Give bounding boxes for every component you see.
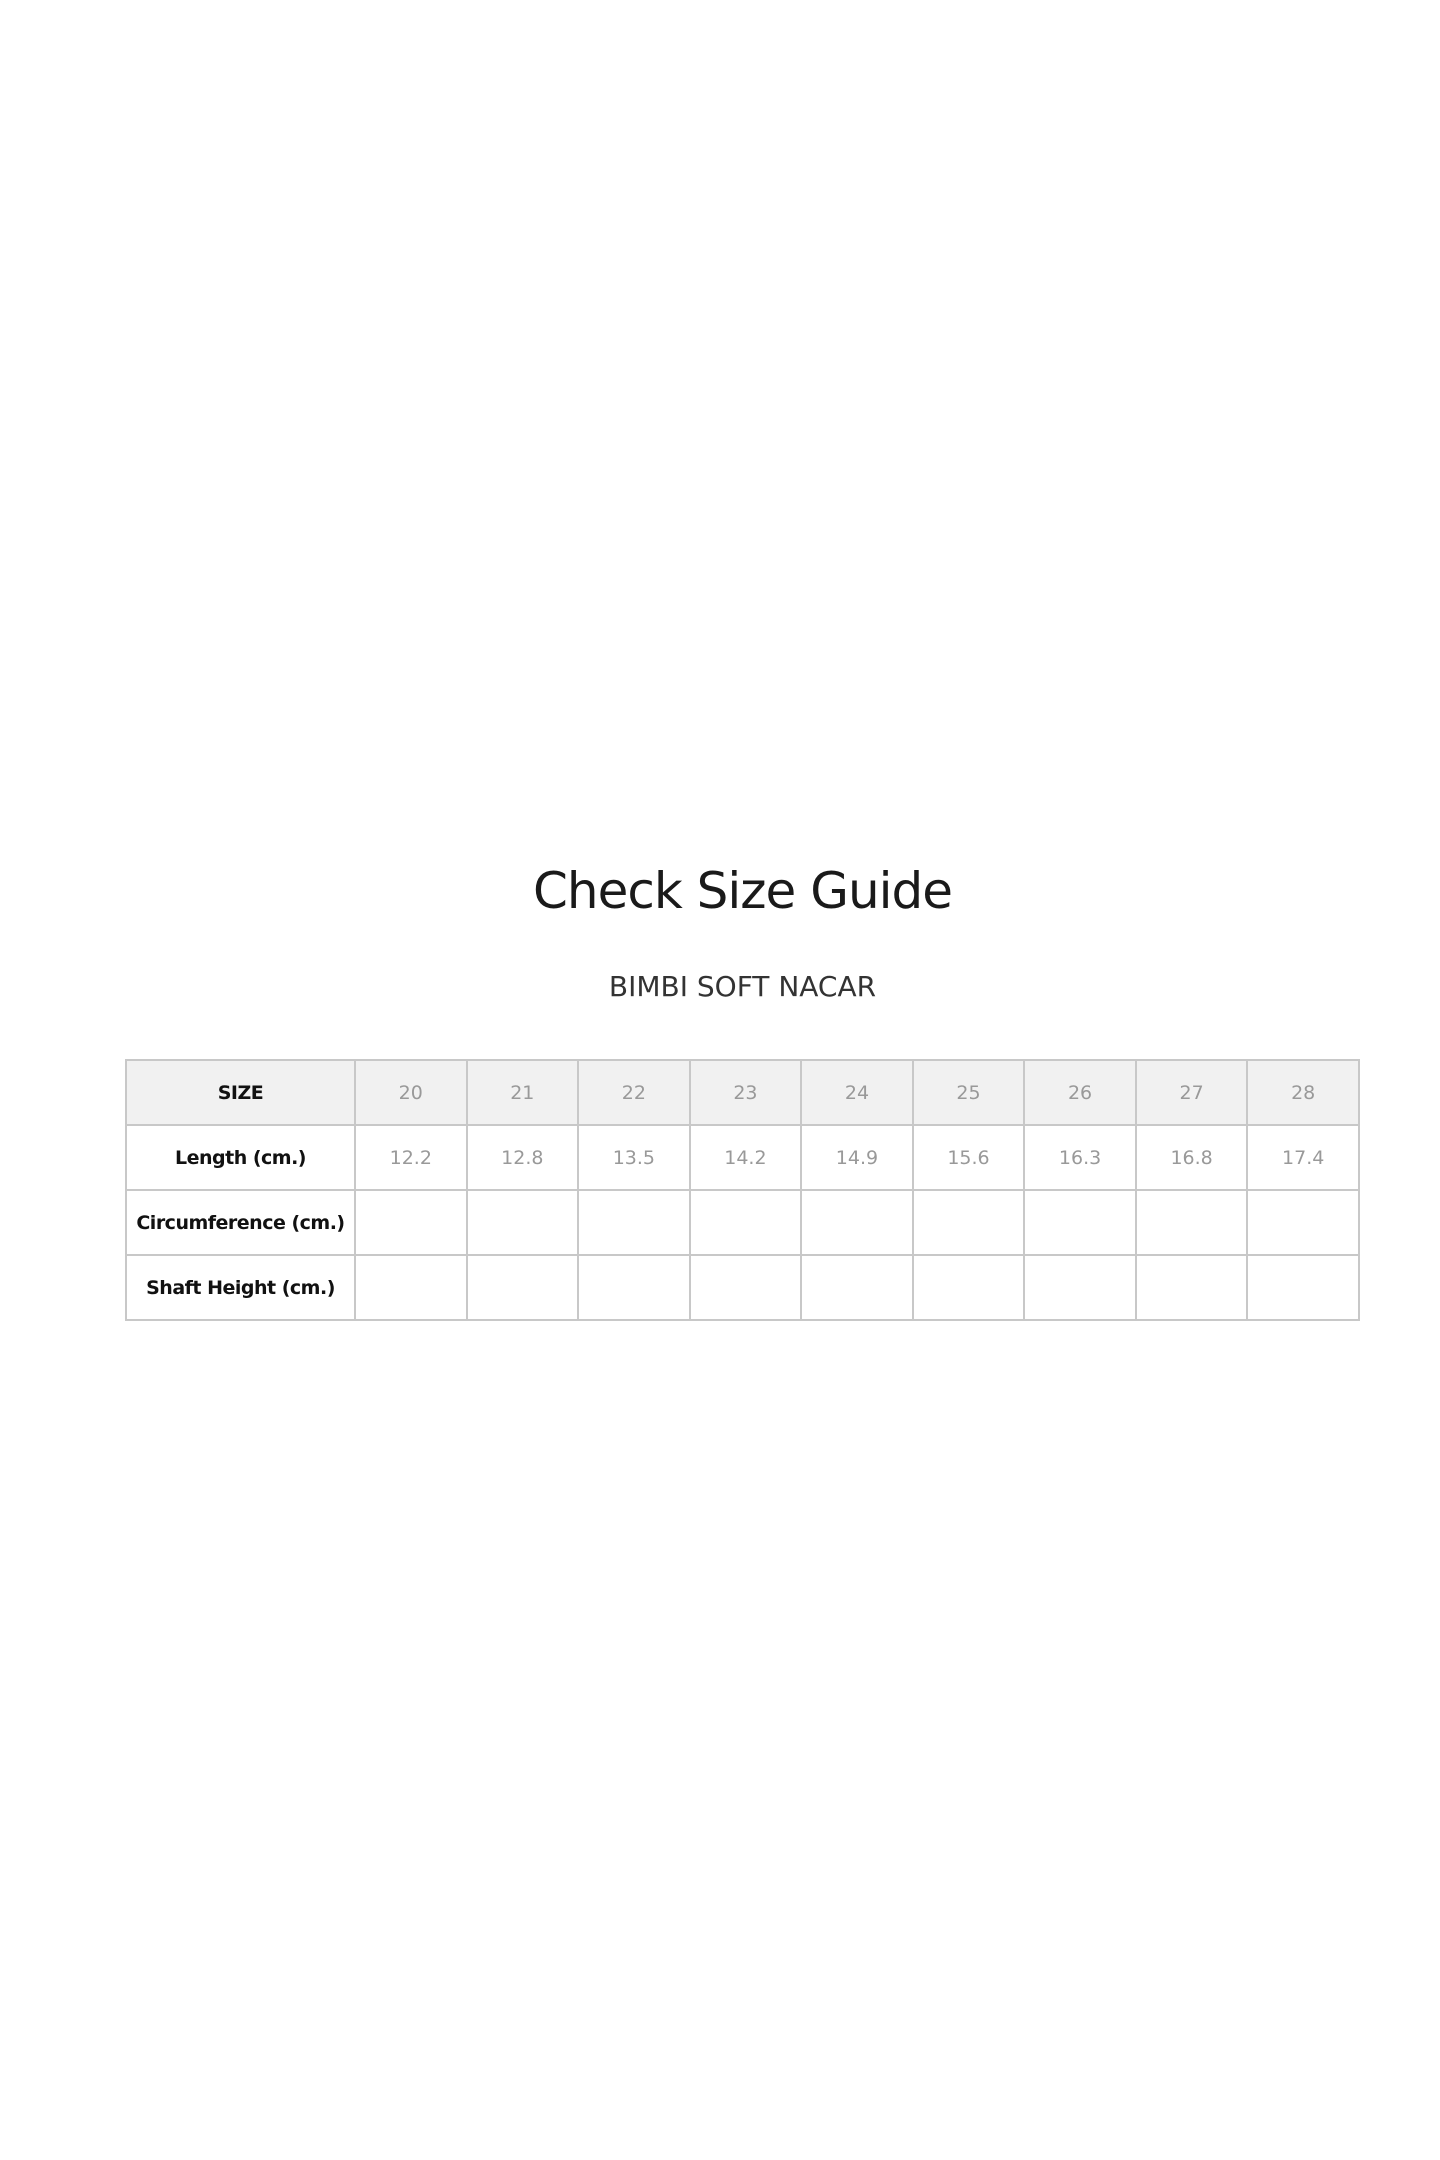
product-name: BIMBI SOFT NACAR: [608, 970, 877, 1003]
size-cell: 20: [354, 1059, 468, 1126]
table-cell: [1023, 1189, 1137, 1256]
table-cell: [1246, 1189, 1360, 1256]
table-row: Length (cm.) 12.2 12.8 13.5 14.2 14.9 15.6 16.3…: [125, 1124, 1360, 1191]
table-cell: 12.2: [354, 1124, 468, 1191]
size-cell: 22: [577, 1059, 691, 1126]
table-cell: 17.4: [1246, 1124, 1360, 1191]
table-cell: [465, 1189, 580, 1256]
size-cell: 26: [1023, 1059, 1137, 1126]
size-cell: 23: [688, 1059, 803, 1126]
table-cell: 14.9: [800, 1124, 914, 1191]
table-cell: 14.2: [688, 1124, 803, 1191]
table-cell: 15.6: [911, 1124, 1026, 1191]
table-cell: 12.8: [465, 1124, 580, 1191]
table-row: Circumference (cm.): [125, 1189, 1360, 1256]
table-cell: [465, 1254, 580, 1321]
table-cell: [688, 1189, 803, 1256]
table-cell: 16.3: [1023, 1124, 1137, 1191]
table-cell: [354, 1254, 468, 1321]
table-cell: [1134, 1254, 1249, 1321]
table-cell: [688, 1254, 803, 1321]
size-cell: 28: [1246, 1059, 1360, 1126]
table-cell: [577, 1189, 691, 1256]
table-cell: [911, 1254, 1026, 1321]
row-label: Length (cm.): [125, 1124, 356, 1191]
table-cell: 16.8: [1134, 1124, 1249, 1191]
row-label: Circumference (cm.): [125, 1189, 356, 1256]
table-header-row: SIZE 20 21 22 23 24 25 26 27 28: [125, 1059, 1360, 1126]
table-cell: 13.5: [577, 1124, 691, 1191]
table-cell: [800, 1254, 914, 1321]
size-cell: 21: [465, 1059, 580, 1126]
table-row: Shaft Height (cm.): [125, 1254, 1360, 1321]
table-cell: [800, 1189, 914, 1256]
table-cell: [1134, 1189, 1249, 1256]
size-cell: 25: [911, 1059, 1026, 1126]
size-guide-table: SIZE 20 21 22 23 24 25 26 27 28 Length (cm.) 12.2 12…: [125, 1059, 1360, 1321]
size-cell: 24: [800, 1059, 914, 1126]
page-title: Check Size Guide: [532, 862, 953, 920]
table-cell: [354, 1189, 468, 1256]
table-cell: [911, 1189, 1026, 1256]
table-cell: [1246, 1254, 1360, 1321]
row-label: Shaft Height (cm.): [125, 1254, 356, 1321]
size-cell: 27: [1134, 1059, 1249, 1126]
row-label: SIZE: [125, 1059, 356, 1126]
table-cell: [577, 1254, 691, 1321]
table-cell: [1023, 1254, 1137, 1321]
